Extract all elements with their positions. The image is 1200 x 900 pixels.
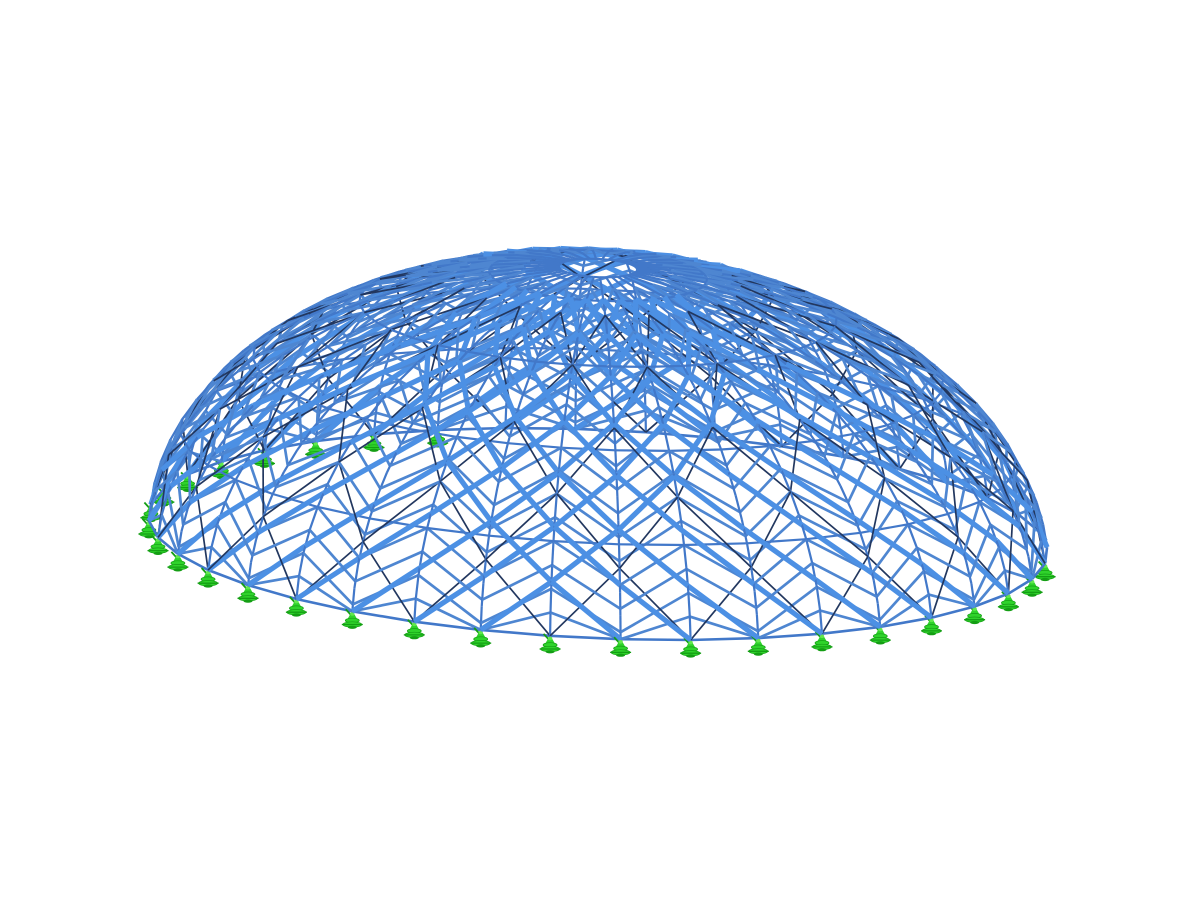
support-glyph xyxy=(1034,560,1056,582)
support-glyph xyxy=(921,615,942,636)
support-glyph xyxy=(403,619,425,640)
support-glyph xyxy=(285,596,307,617)
support-glyph xyxy=(197,567,219,588)
dome-wireframe xyxy=(138,245,1056,658)
support-glyph xyxy=(147,534,169,555)
support-glyph xyxy=(1021,576,1043,597)
support-glyph xyxy=(997,590,1019,612)
support-glyph xyxy=(680,637,702,658)
support-glyph xyxy=(470,627,492,648)
support-glyph xyxy=(747,635,769,656)
support-glyph xyxy=(237,582,259,603)
support-glyph xyxy=(167,551,189,572)
support-glyph xyxy=(869,624,891,645)
support-glyph xyxy=(539,633,561,654)
support-glyph xyxy=(341,608,363,629)
support-glyph xyxy=(610,636,632,657)
